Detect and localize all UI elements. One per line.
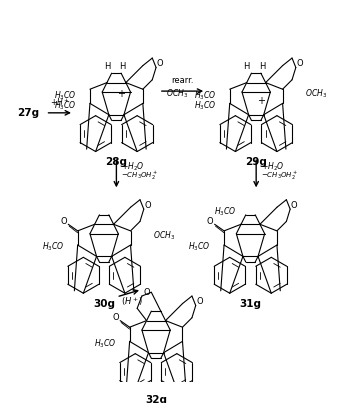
Text: H: H [104, 62, 110, 71]
Text: 27g: 27g [17, 108, 39, 118]
Text: $H_3CO$: $H_3CO$ [54, 89, 77, 102]
Text: $H_3CO$: $H_3CO$ [194, 99, 216, 112]
Text: O: O [112, 313, 119, 322]
Text: $H_3CO$: $H_3CO$ [188, 241, 211, 253]
Text: $H_3CO$: $H_3CO$ [214, 206, 236, 218]
Text: rearr.: rearr. [171, 77, 194, 85]
Text: 30g: 30g [93, 299, 115, 309]
Text: 29g: 29g [245, 157, 267, 167]
Text: $-CH_3OH_2^+$: $-CH_3OH_2^+$ [261, 170, 298, 182]
Text: 32g: 32g [145, 395, 167, 403]
Text: O: O [143, 288, 150, 297]
Text: $(H^+)$: $(H^+)$ [121, 295, 143, 308]
Text: $OCH_3$: $OCH_3$ [153, 229, 175, 242]
Text: O: O [196, 297, 203, 306]
Text: H: H [244, 62, 250, 71]
Text: O: O [296, 59, 303, 68]
Text: O: O [207, 217, 213, 226]
Text: $H_3CO$: $H_3CO$ [194, 89, 216, 102]
Text: O: O [144, 201, 151, 210]
Text: $-CH_3OH_2^+$: $-CH_3OH_2^+$ [121, 170, 158, 182]
Text: $H_3CO$: $H_3CO$ [42, 241, 64, 253]
Text: 28g: 28g [105, 157, 127, 167]
Text: +: + [117, 89, 125, 99]
Text: H: H [119, 62, 125, 71]
Text: $+H_2O$: $+H_2O$ [261, 160, 284, 173]
Text: $+H_2O$: $+H_2O$ [121, 160, 144, 173]
Text: O: O [157, 59, 163, 68]
Text: 31g: 31g [239, 299, 261, 309]
Text: $H_3CO$: $H_3CO$ [94, 337, 116, 349]
Text: $H_3CO$: $H_3CO$ [54, 99, 77, 112]
Text: O: O [291, 201, 297, 210]
Text: O: O [60, 217, 67, 226]
Text: H: H [259, 62, 265, 71]
Text: $+H^+$: $+H^+$ [50, 96, 70, 108]
Text: $OCH_3$: $OCH_3$ [305, 88, 327, 100]
Text: $OCH_3$: $OCH_3$ [166, 88, 188, 100]
Text: +: + [257, 96, 265, 106]
